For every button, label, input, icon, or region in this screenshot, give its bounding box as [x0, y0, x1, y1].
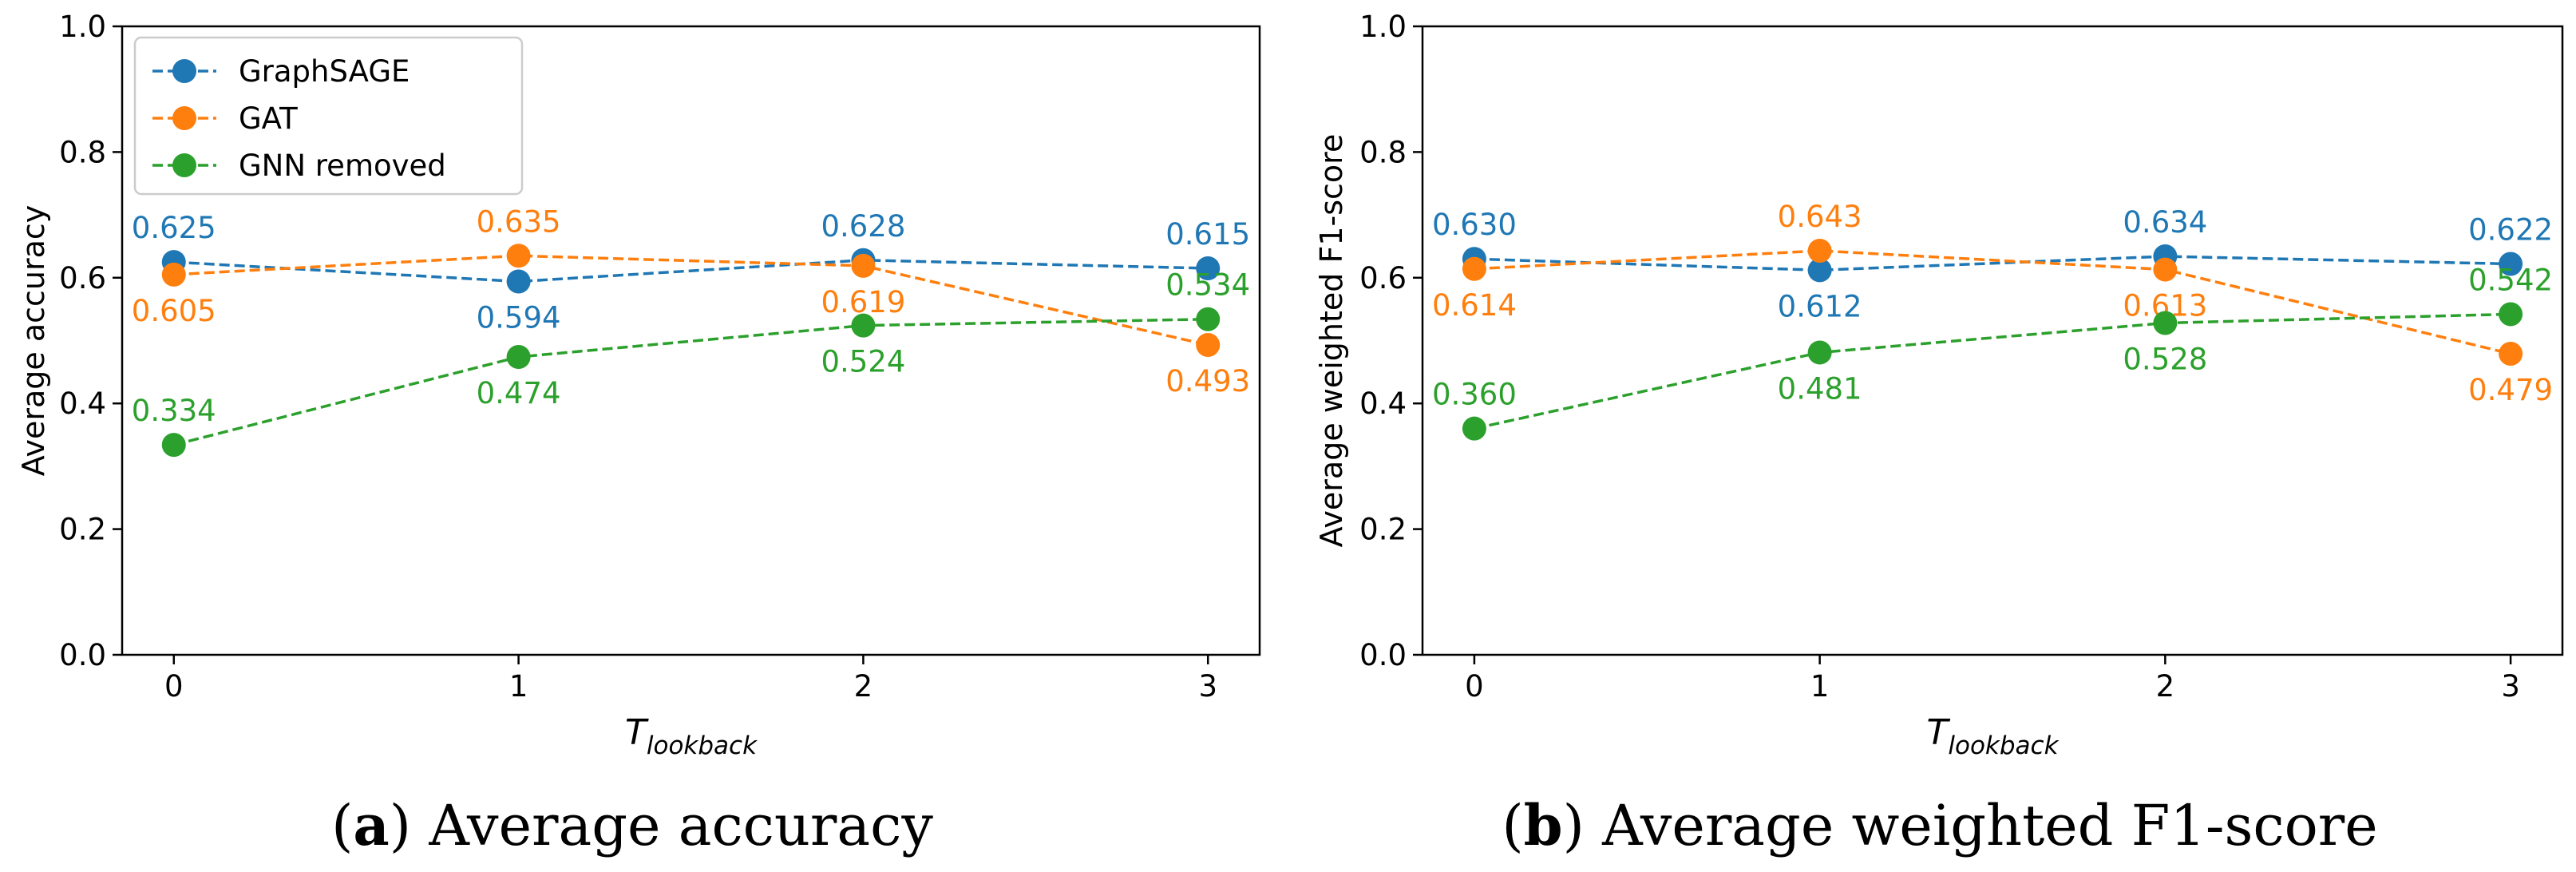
series-line-0: [173, 259, 1209, 283]
data-label: 0.493: [1165, 364, 1250, 398]
data-point: [2499, 252, 2523, 276]
data-label: 0.481: [1778, 371, 1862, 406]
data-point: [2499, 302, 2523, 327]
y-tick-label: 0.8: [1359, 135, 1407, 169]
data-label: 0.612: [1778, 289, 1862, 323]
data-label: 0.360: [1432, 378, 1517, 412]
data-point: [1807, 340, 1832, 365]
data-point: [1462, 416, 1486, 441]
data-point: [1196, 256, 1221, 280]
y-tick-label: 0.2: [1359, 513, 1407, 547]
series-line-1: [1474, 249, 2511, 355]
y-tick-label: 1.0: [1359, 10, 1407, 44]
legend-marker: [172, 59, 196, 83]
plot-frame: [121, 25, 1261, 656]
x-axis-title-sub: lookback: [1948, 731, 2059, 760]
data-label: 0.479: [2468, 373, 2553, 407]
y-tick-label: 0.0: [1359, 638, 1407, 672]
data-label: 0.643: [1778, 200, 1862, 234]
y-tick-label: 0.8: [59, 135, 106, 169]
legend-label: GNN removed: [239, 149, 446, 183]
y-axis-title: Average weighted F1-score: [1314, 134, 1349, 548]
data-label: 0.534: [1165, 268, 1250, 303]
data-point: [506, 344, 531, 369]
data-label: 0.528: [2123, 342, 2207, 376]
data-label: 0.614: [1432, 288, 1517, 323]
legend-marker: [172, 106, 196, 130]
data-point: [851, 253, 876, 278]
x-tick-label: 2: [2156, 669, 2175, 704]
chart-a: 0.0 0.2 0.4 0.6 0.8 1.0 0 1 2 3 Average accuracy Tl…: [16, 10, 1261, 858]
data-label: 0.634: [2123, 205, 2207, 240]
caption-part: (: [1502, 793, 1523, 858]
x-tick-label: 2: [854, 669, 873, 704]
data-point: [1462, 256, 1486, 281]
caption-part: ) Average accuracy: [390, 793, 934, 858]
y-axis-title: Average accuracy: [16, 205, 51, 477]
data-label: 0.628: [821, 209, 905, 244]
data-point: [506, 269, 531, 294]
series-line-1: [173, 254, 1209, 347]
y-tick-label: 0.2: [59, 513, 106, 547]
data-label: 0.594: [477, 301, 561, 335]
data-label: 0.334: [132, 394, 216, 428]
y-tick-label: 0.4: [59, 386, 106, 421]
data-label: 0.474: [477, 376, 561, 410]
x-axis-title-main: T: [625, 712, 649, 753]
data-point: [2153, 311, 2178, 335]
chart-b: 0.0 0.2 0.4 0.6 0.8 1.0 0 1 2 3 Average weighted F…: [1314, 10, 2564, 858]
data-point: [161, 433, 186, 458]
x-tick-label: 0: [164, 669, 184, 704]
data-point: [2499, 342, 2523, 367]
data-point: [2153, 257, 2178, 282]
caption-part: ) Average weighted F1-score: [1563, 793, 2378, 858]
legend-marker: [172, 153, 196, 177]
caption: (a) Average accuracy: [331, 792, 933, 858]
y-tick-label: 1.0: [59, 10, 106, 44]
x-axis-title-sub: lookback: [647, 731, 758, 760]
data-label: 0.625: [132, 211, 216, 245]
data-label: 0.605: [132, 294, 216, 328]
data-point: [1196, 333, 1221, 358]
y-tick-label: 0.4: [1359, 386, 1407, 421]
caption-part: b: [1524, 792, 1563, 858]
x-tick-label: 0: [1465, 669, 1484, 704]
legend-label: GraphSAGE: [239, 54, 410, 89]
x-axis-title: Tlookback: [1926, 712, 2059, 760]
legend-label: GAT: [239, 101, 298, 136]
series-line-0: [1474, 255, 2511, 272]
plot-frame: [1421, 25, 2564, 656]
y-tick-label: 0.6: [59, 261, 106, 295]
data-label: 0.622: [2468, 212, 2553, 247]
data-point: [1807, 238, 1832, 263]
x-tick-label: 1: [509, 669, 528, 704]
caption: (b) Average weighted F1-score: [1502, 792, 2377, 858]
data-point: [851, 313, 876, 338]
data-label: 0.630: [1432, 208, 1517, 242]
data-point: [1807, 258, 1832, 283]
series-line-2: [1474, 312, 2511, 430]
legend: GraphSAGE GAT GNN removed: [133, 36, 524, 196]
legend-box: [133, 36, 524, 196]
y-tick-label: 0.6: [1359, 261, 1407, 295]
x-axis-title-main: T: [1926, 712, 1950, 753]
data-point: [1196, 307, 1221, 331]
x-axis-title: Tlookback: [625, 712, 758, 760]
data-point: [161, 262, 186, 287]
data-point: [506, 244, 531, 268]
series-line-2: [173, 317, 1209, 446]
x-tick-label: 3: [2501, 669, 2520, 704]
data-label: 0.542: [2468, 263, 2553, 297]
data-label: 0.615: [1165, 217, 1250, 252]
data-label: 0.635: [477, 204, 561, 239]
data-label: 0.524: [821, 345, 905, 379]
x-tick-label: 3: [1198, 669, 1217, 704]
y-tick-label: 0.0: [59, 638, 106, 672]
x-tick-label: 1: [1810, 669, 1830, 704]
caption-part: (: [331, 793, 353, 858]
caption-part: a: [353, 792, 389, 858]
